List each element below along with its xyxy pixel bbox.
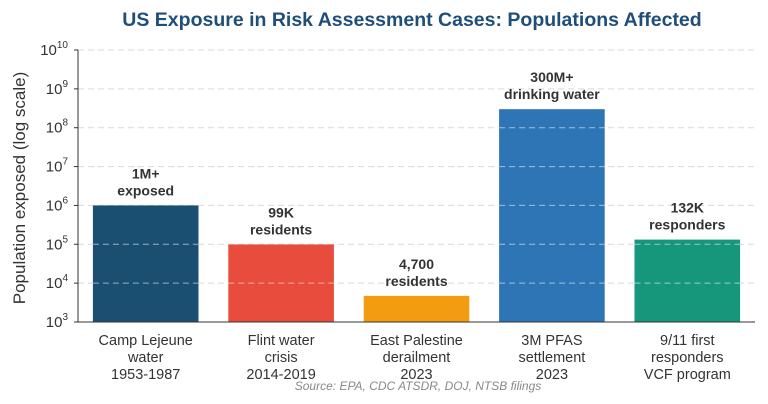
bar-value-label: exposed xyxy=(117,182,174,198)
bar-value-label: 132K xyxy=(671,200,704,216)
y-tick-label: 105 xyxy=(46,234,69,253)
y-tick-label: 103 xyxy=(46,312,69,331)
bar xyxy=(634,239,741,322)
x-category-label: water xyxy=(127,350,164,366)
source-note: Source: EPA, CDC ATSDR, DOJ, NTSB filing… xyxy=(295,379,542,393)
x-category-label: derailment xyxy=(383,350,451,366)
bars xyxy=(92,109,741,322)
y-tick-label: 108 xyxy=(46,118,69,137)
x-category-label: Camp Lejeune xyxy=(99,333,193,349)
axes xyxy=(77,50,755,323)
x-category-label: VCF program xyxy=(644,367,731,383)
x-category-label: 9/11 first xyxy=(660,333,715,349)
x-category-label: responders xyxy=(651,350,724,366)
y-axis-label: Population exposed (log scale) xyxy=(10,72,29,304)
y-tick-label: 109 xyxy=(46,79,69,98)
bar xyxy=(363,295,470,322)
y-tick-label: 104 xyxy=(46,273,69,292)
bar-value-label: 1M+ xyxy=(132,165,160,181)
bar-value-label: 99K xyxy=(268,204,294,220)
bar-value-label: responders xyxy=(649,217,725,233)
x-category-label: 2023 xyxy=(536,367,568,383)
bar-value-labels: 1M+exposed99Kresidents4,700residents300M… xyxy=(117,69,725,289)
x-category-label: crisis xyxy=(265,350,298,366)
chart-title: US Exposure in Risk Assessment Cases: Po… xyxy=(122,9,701,31)
bar-value-label: drinking water xyxy=(504,86,600,102)
bar-value-label: residents xyxy=(250,221,312,237)
bar xyxy=(92,205,199,322)
y-tick-label: 106 xyxy=(46,195,69,214)
y-tick-label: 1010 xyxy=(40,40,68,59)
x-category-label: Flint water xyxy=(248,333,315,349)
x-category-label: East Palestine xyxy=(370,333,463,349)
x-category-label: 2023 xyxy=(400,367,432,383)
x-category-label: 1953-1987 xyxy=(111,367,180,383)
x-category-label: 2014-2019 xyxy=(246,367,315,383)
bar-value-label: residents xyxy=(385,273,447,289)
y-tick-labels: 103 104 105 106 107 108 109 1010 xyxy=(40,40,78,331)
bar xyxy=(499,109,605,322)
x-category-label: settlement xyxy=(518,350,585,366)
bar-value-label: 300M+ xyxy=(530,69,573,85)
x-category-label: 3M PFAS xyxy=(521,333,582,349)
bar-value-label: 4,700 xyxy=(399,256,434,272)
y-tick-label: 107 xyxy=(46,157,69,176)
